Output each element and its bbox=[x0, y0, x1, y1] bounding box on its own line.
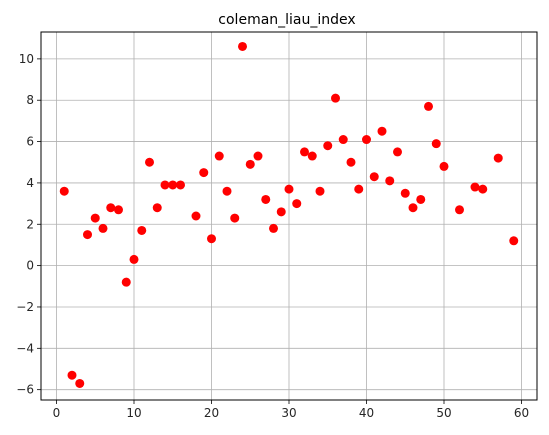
data-point bbox=[191, 211, 201, 221]
x-tick-label: 40 bbox=[359, 406, 374, 420]
data-point bbox=[439, 161, 449, 171]
data-point bbox=[106, 203, 116, 213]
data-point bbox=[323, 141, 333, 151]
data-point bbox=[199, 168, 209, 178]
data-point bbox=[431, 139, 441, 149]
data-point bbox=[416, 194, 426, 204]
x-tick-label: 50 bbox=[436, 406, 451, 420]
data-point bbox=[493, 153, 503, 163]
data-point bbox=[369, 172, 379, 182]
data-points bbox=[59, 41, 519, 388]
data-point bbox=[238, 41, 247, 51]
data-point bbox=[90, 213, 100, 223]
data-point bbox=[145, 157, 154, 167]
data-point bbox=[362, 135, 371, 145]
data-point bbox=[168, 180, 178, 190]
grid-lines bbox=[41, 32, 537, 400]
data-point bbox=[424, 101, 433, 111]
x-tick-label: 20 bbox=[204, 406, 219, 420]
data-point bbox=[253, 151, 263, 161]
data-point bbox=[307, 151, 317, 161]
x-tick-label: 10 bbox=[126, 406, 141, 420]
data-point bbox=[67, 370, 77, 380]
data-point bbox=[455, 205, 464, 215]
data-point bbox=[377, 126, 387, 136]
y-tick-label: 8 bbox=[26, 93, 34, 107]
data-point bbox=[284, 184, 294, 194]
data-point bbox=[470, 182, 480, 192]
data-point bbox=[354, 184, 364, 194]
x-tick-label: 30 bbox=[281, 406, 296, 420]
data-point bbox=[59, 186, 69, 196]
data-point bbox=[121, 277, 131, 287]
data-point bbox=[214, 151, 224, 161]
y-tick-label: 2 bbox=[26, 217, 34, 231]
tick-labels: 0 10 20 30 40 50 60 −6 −4 −2 0 2 4 6 8 10 bbox=[16, 52, 529, 420]
axis-ticks bbox=[37, 58, 522, 404]
x-tick-label: 0 bbox=[53, 406, 61, 420]
x-tick-label: 60 bbox=[514, 406, 529, 420]
data-point bbox=[207, 234, 216, 244]
data-point bbox=[160, 180, 170, 190]
data-point bbox=[331, 93, 340, 103]
data-point bbox=[346, 157, 356, 167]
data-point bbox=[393, 147, 402, 157]
data-point bbox=[478, 184, 488, 194]
data-point bbox=[385, 176, 395, 186]
data-point bbox=[292, 199, 302, 209]
data-point bbox=[338, 135, 348, 145]
data-point bbox=[245, 159, 255, 169]
data-point bbox=[269, 223, 278, 233]
data-point bbox=[408, 203, 418, 213]
data-point bbox=[98, 223, 108, 233]
data-point bbox=[75, 378, 85, 388]
y-tick-label: 0 bbox=[26, 259, 34, 273]
data-point bbox=[152, 203, 162, 213]
data-point bbox=[400, 188, 410, 198]
data-point bbox=[114, 205, 123, 215]
chart-title: coleman_liau_index bbox=[218, 12, 355, 28]
y-tick-label: 4 bbox=[26, 176, 34, 190]
data-point bbox=[300, 147, 309, 157]
plot-frame bbox=[40, 31, 538, 401]
y-tick-label: −4 bbox=[16, 341, 34, 355]
data-point bbox=[509, 236, 519, 246]
data-point bbox=[176, 180, 185, 190]
data-point bbox=[83, 230, 92, 240]
data-point bbox=[129, 254, 139, 264]
y-tick-label: −2 bbox=[16, 300, 34, 314]
data-point bbox=[276, 207, 286, 217]
y-tick-label: 10 bbox=[19, 52, 34, 66]
data-point bbox=[315, 186, 325, 196]
data-point bbox=[230, 213, 240, 223]
y-tick-label: 6 bbox=[26, 135, 34, 149]
data-point bbox=[137, 225, 147, 235]
data-point bbox=[222, 186, 232, 196]
data-point bbox=[261, 194, 271, 204]
y-tick-label: −6 bbox=[16, 383, 34, 397]
